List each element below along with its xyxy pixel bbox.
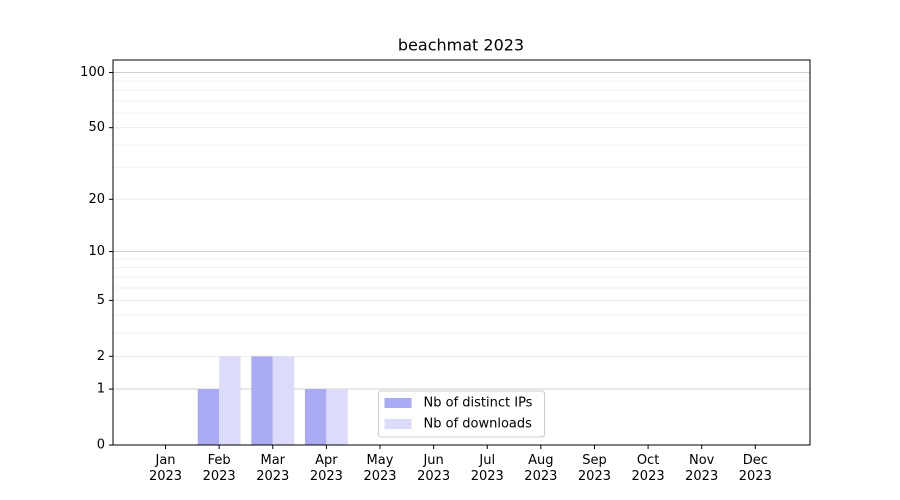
x-tick-label: Feb 2023 xyxy=(202,453,236,484)
bar xyxy=(251,356,273,445)
x-tick-label: Jul 2023 xyxy=(470,453,504,484)
legend-frame xyxy=(378,390,545,438)
x-tick-label: Dec 2023 xyxy=(738,453,772,484)
legend-label: Nb of downloads xyxy=(424,417,533,432)
y-tick-label: 100 xyxy=(80,65,105,80)
y-tick-label: 0 xyxy=(97,438,105,453)
bar xyxy=(272,356,295,445)
bar xyxy=(326,389,348,445)
legend-swatch xyxy=(384,419,412,429)
bar xyxy=(219,356,241,445)
x-tick-label: Mar 2023 xyxy=(256,453,290,484)
x-tick-label: Aug 2023 xyxy=(524,453,558,484)
y-tick-label: 1 xyxy=(97,382,105,397)
y-tick-label: 5 xyxy=(97,293,105,308)
y-tick-label: 2 xyxy=(97,349,105,364)
chart-title: beachmat 2023 xyxy=(398,36,524,55)
x-tick-label: Apr 2023 xyxy=(309,453,343,484)
x-tick-label: Sep 2023 xyxy=(577,453,611,484)
x-tick-label: Jan 2023 xyxy=(148,453,183,484)
y-tick-label: 10 xyxy=(88,244,105,259)
y-tick-label: 20 xyxy=(88,192,105,207)
x-tick-label: May 2023 xyxy=(363,453,397,484)
plot-frame xyxy=(112,59,811,446)
legend: Nb of distinct IPs Nb of downloads xyxy=(378,390,545,438)
x-tick-label: Jun 2023 xyxy=(417,453,451,484)
legend-swatch xyxy=(384,398,412,408)
bar xyxy=(304,389,327,445)
legend-label: Nb of distinct IPs xyxy=(424,396,533,411)
x-tick-label: Nov 2023 xyxy=(685,453,719,484)
x-tick-label: Oct 2023 xyxy=(631,453,665,484)
bar xyxy=(197,389,220,445)
y-tick-label: 50 xyxy=(88,120,105,135)
